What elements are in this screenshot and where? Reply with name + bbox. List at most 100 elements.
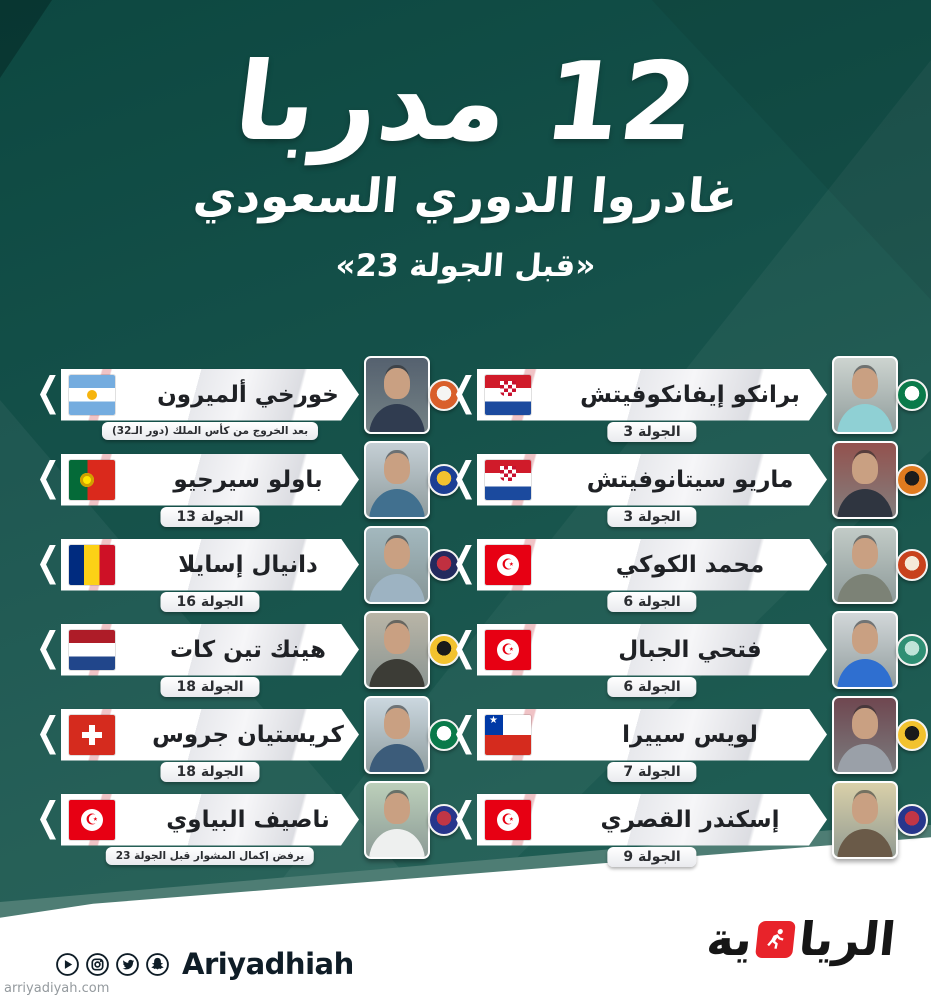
name-banner-wrap: ناصيف البياوي يرفض إكمال المشوار قبل الج… [61, 794, 359, 865]
header: 12 مدربا غادروا الدوري السعودي «قبل الجو… [0, 40, 931, 284]
coach-name: محمد الكوكي [615, 551, 765, 578]
round-label: الجولة 7 [607, 761, 697, 782]
name-banner: لويس سييرا [477, 709, 827, 761]
coach-name: خورخي ألميرون [157, 381, 339, 408]
brand-handle: Ariyadhiah [182, 947, 354, 981]
coach-entry: لويس سييرا الجولة 7 [456, 692, 928, 782]
name-banner: ناصيف البياوي [61, 794, 359, 846]
name-banner: هينك تين كات [61, 624, 359, 676]
twitter-icon [116, 952, 139, 976]
country-flag-icon [485, 375, 531, 415]
country-flag-icon [69, 375, 115, 415]
name-banner-wrap: خورخي ألميرون بعد الخروج من كأس الملك (د… [61, 369, 359, 440]
coach-entry: إسكندر القصري الجولة 9 [456, 777, 928, 867]
club-badge-icon [896, 633, 928, 666]
round-label: الجولة 6 [607, 591, 697, 612]
social-row: Ariyadhiah [55, 947, 354, 981]
name-banner-wrap: ماريو سيتانوفيتش الجولة 3 [477, 454, 827, 527]
club-badge-icon [896, 803, 928, 836]
country-flag-icon [485, 715, 531, 755]
chevron-left-icon [40, 459, 56, 500]
coach-name: لويس سييرا [622, 721, 758, 748]
chevron-left-icon [456, 629, 472, 670]
coach-name: برانكو إيفانكوفيتش [580, 381, 800, 408]
coach-photo [364, 780, 430, 859]
name-banner-wrap: محمد الكوكي الجولة 6 [477, 539, 827, 612]
name-banner-wrap: إسكندر القصري الجولة 9 [477, 794, 827, 867]
club-badge-icon [428, 803, 460, 836]
country-flag-icon [485, 460, 531, 500]
coach-photo [832, 695, 898, 774]
country-flag-icon [69, 630, 115, 670]
snapchat-icon [146, 952, 169, 976]
coach-name: دانيال إسايلا [178, 551, 318, 578]
chevron-left-icon [456, 459, 472, 500]
chevron-left-icon [40, 714, 56, 755]
coach-name: هينك تين كات [169, 636, 326, 663]
coach-entry: كريستيان جروس الجولة 18 [40, 692, 460, 782]
chevron-left-icon [40, 629, 56, 670]
country-flag-icon [485, 630, 531, 670]
round-label: الجولة 9 [607, 846, 697, 867]
coach-photo [832, 440, 898, 519]
coach-photo [832, 355, 898, 434]
ariyadhiah-logo: ية الريا [704, 912, 898, 966]
chevron-left-icon [456, 544, 472, 585]
coach-name: باولو سيرجيو [173, 466, 323, 493]
round-label: الجولة 6 [607, 676, 697, 697]
instagram-icon [86, 952, 109, 976]
coach-photo [832, 780, 898, 859]
round-label: الجولة 3 [607, 421, 697, 442]
coach-entry: دانيال إسايلا الجولة 16 [40, 522, 460, 612]
coach-entry: ناصيف البياوي يرفض إكمال المشوار قبل الج… [40, 777, 460, 865]
chevron-left-icon [40, 799, 56, 840]
round-label: الجولة 18 [160, 676, 260, 697]
page-subtitle: غادروا الدوري السعودي [191, 168, 740, 224]
country-flag-icon [485, 800, 531, 840]
name-banner: دانيال إسايلا [61, 539, 359, 591]
club-badge-icon [428, 633, 460, 666]
club-badge-icon [896, 718, 928, 751]
country-flag-icon [69, 545, 115, 585]
coach-entry: هينك تين كات الجولة 18 [40, 607, 460, 697]
runner-icon [754, 920, 796, 958]
chevron-left-icon [456, 714, 472, 755]
coach-name: كريستيان جروس [152, 721, 344, 748]
name-banner-wrap: دانيال إسايلا الجولة 16 [61, 539, 359, 612]
country-flag-icon [69, 460, 115, 500]
round-label: الجولة 13 [160, 506, 260, 527]
chevron-left-icon [40, 544, 56, 585]
coach-photo [832, 525, 898, 604]
club-badge-icon [896, 548, 928, 581]
coach-entry: باولو سيرجيو الجولة 13 [40, 437, 460, 527]
name-banner-wrap: لويس سييرا الجولة 7 [477, 709, 827, 782]
name-banner-wrap: كريستيان جروس الجولة 18 [61, 709, 359, 782]
website-url: arriyadiyah.com [4, 981, 110, 996]
round-label: الجولة 3 [607, 506, 697, 527]
name-banner-wrap: باولو سيرجيو الجولة 13 [61, 454, 359, 527]
name-banner: باولو سيرجيو [61, 454, 359, 506]
round-label: الجولة 16 [160, 591, 260, 612]
club-badge-icon [896, 463, 928, 496]
coach-name: ناصيف البياوي [166, 806, 330, 833]
coach-entry: محمد الكوكي الجولة 6 [456, 522, 928, 612]
name-banner-wrap: فتحي الجبال الجولة 6 [477, 624, 827, 697]
entries-column-left: خورخي ألميرون بعد الخروج من كأس الملك (د… [40, 352, 460, 865]
club-badge-icon [896, 378, 928, 411]
chevron-left-icon [456, 799, 472, 840]
coach-photo [364, 440, 430, 519]
club-badge-icon [428, 378, 460, 411]
coach-entry: برانكو إيفانكوفيتش الجولة 3 [456, 352, 928, 442]
name-banner-wrap: برانكو إيفانكوفيتش الجولة 3 [477, 369, 827, 442]
logo-text-right: الريا [795, 912, 898, 966]
coach-photo [364, 610, 430, 689]
coach-photo [832, 610, 898, 689]
coach-entry: ماريو سيتانوفيتش الجولة 3 [456, 437, 928, 527]
coach-photo [364, 695, 430, 774]
name-banner-wrap: هينك تين كات الجولة 18 [61, 624, 359, 697]
name-banner: محمد الكوكي [477, 539, 827, 591]
coach-photo [364, 525, 430, 604]
country-flag-icon [69, 800, 115, 840]
coach-photo [364, 355, 430, 434]
chevron-left-icon [456, 374, 472, 415]
